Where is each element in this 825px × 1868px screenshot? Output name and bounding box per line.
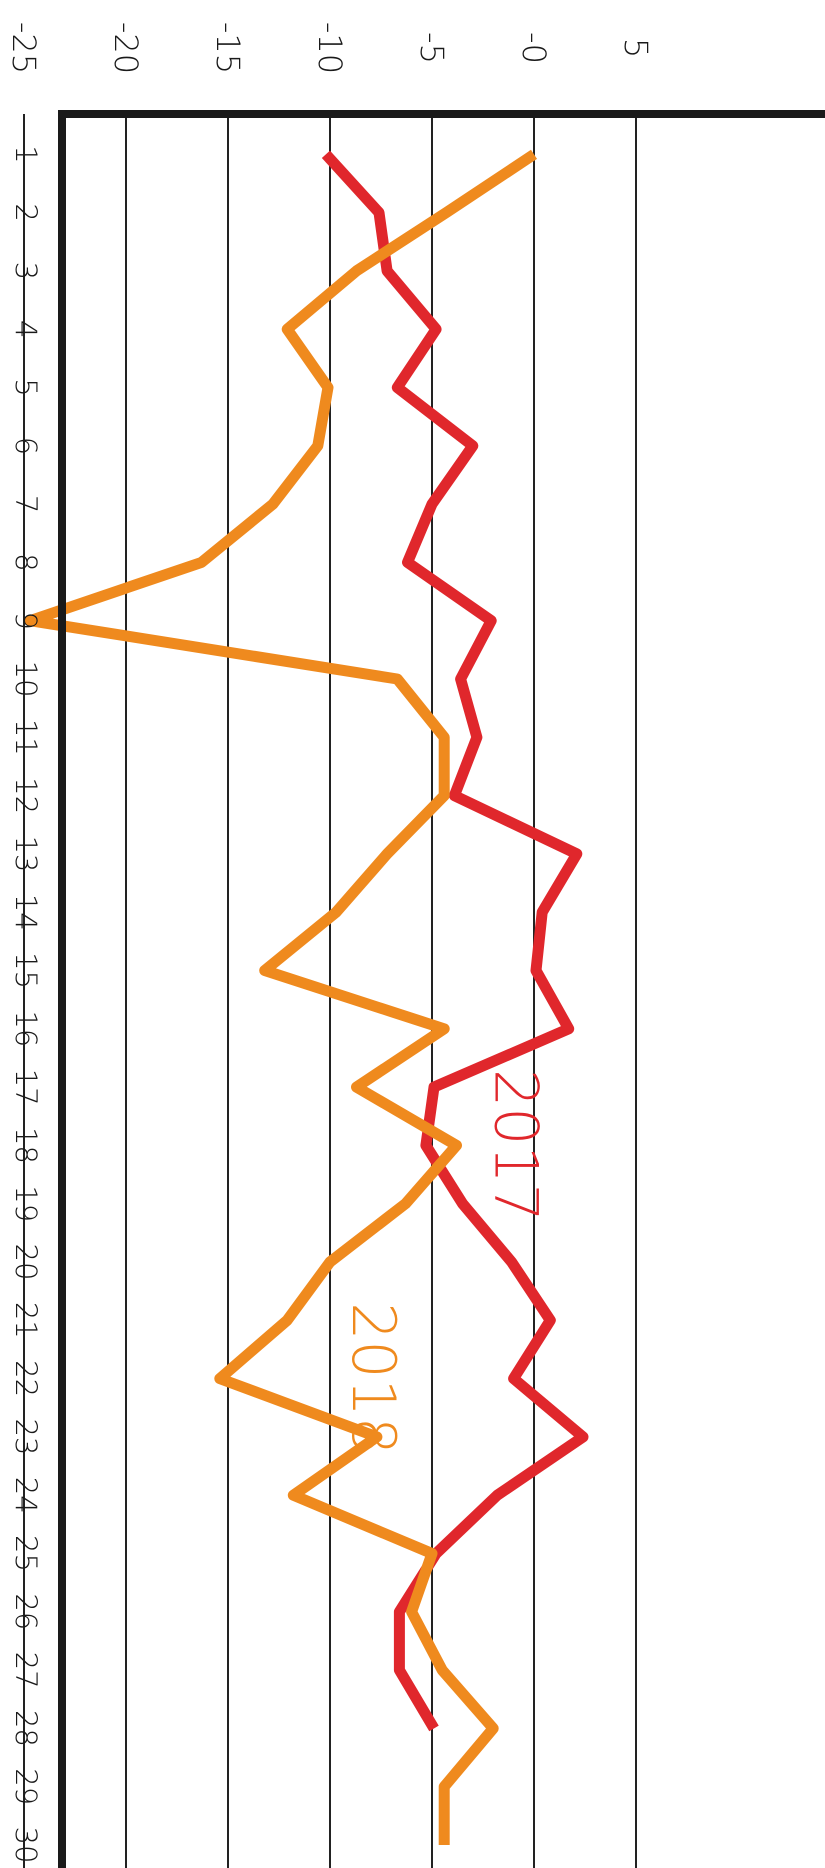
value-tick-label: -25 [5,22,43,74]
series-label: 2018 [338,1302,408,1455]
day-tick-label: 13 [9,835,43,872]
value-tick-label: 5 [617,38,655,58]
day-tick-label: 12 [9,777,43,814]
day-tick-label: 8 [9,553,43,571]
value-tick-label: -15 [209,22,247,74]
value-tick-label: -20 [107,22,145,74]
day-tick-label: 26 [9,1593,43,1630]
day-tick-labels: 1234567891011121314151617181920212223242… [9,145,43,1864]
day-tick-label: 18 [9,1127,43,1164]
day-tick-label: 25 [9,1535,43,1572]
day-tick-label: 7 [9,495,43,513]
value-tick-label: -10 [311,22,349,74]
day-tick-label: 16 [9,1010,43,1047]
series-label: 2017 [481,1069,551,1222]
day-tick-label: 24 [9,1477,43,1514]
day-tick-label: 9 [9,611,43,629]
series-line-2018 [24,149,538,1845]
day-tick-label: 23 [9,1418,43,1455]
value-tick-label: -5 [413,32,451,64]
day-tick-label: 22 [9,1360,43,1397]
day-tick-label: 1 [9,145,43,163]
day-tick-label: 30 [9,1827,43,1864]
value-tick-labels: -25 -20 -15 -10 -5 -0 5 [5,22,655,74]
series-line-2017 [321,150,589,1732]
value-tick-label: -0 [515,32,553,64]
day-tick-label: 14 [9,894,43,931]
day-tick-label: 17 [9,1069,43,1106]
day-tick-label: 4 [9,320,43,338]
axes [58,110,825,1868]
day-tick-label: 27 [9,1652,43,1689]
day-tick-label: 10 [9,661,43,698]
day-tick-label: 19 [9,1185,43,1222]
day-tick-label: 28 [9,1710,43,1747]
day-tick-label: 21 [9,1302,43,1339]
series-labels: 2017 2018 [338,1069,551,1455]
day-tick-label: 11 [9,719,43,756]
day-tick-label: 29 [9,1768,43,1805]
day-tick-label: 20 [9,1244,43,1281]
day-tick-label: 15 [9,952,43,989]
day-tick-label: 2 [9,203,43,221]
series-lines [24,149,589,1845]
day-tick-label: 3 [9,262,43,280]
day-tick-label: 6 [9,437,43,455]
day-tick-label: 5 [9,378,43,396]
